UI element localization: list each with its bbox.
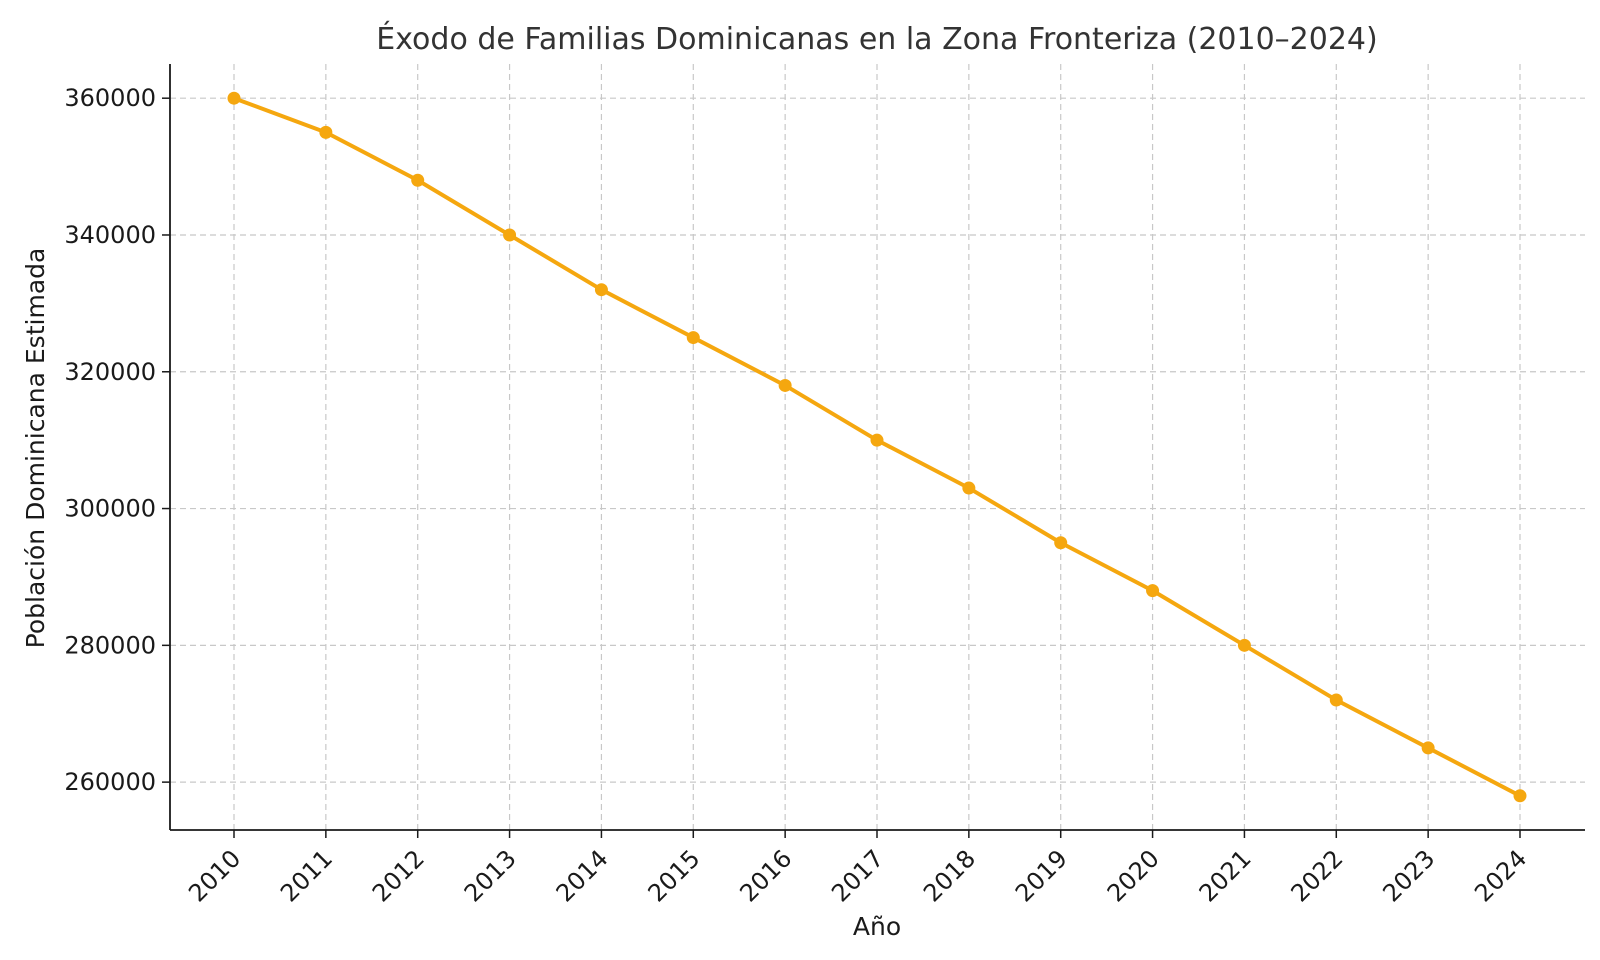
grid [170,64,1585,830]
x-tick-label: 2018 [918,844,981,907]
data-point [1054,536,1068,550]
axes: 2010 2011 2012 2013 2014 2015 2016 2017 2018 2019… [64,64,1585,907]
y-tick-label: 260000 [64,768,156,796]
x-tick-label: 2011 [275,844,338,907]
data-point [778,378,792,392]
data-point [411,173,425,187]
x-tick-label: 2013 [459,844,522,907]
x-tick-label: 2020 [1102,844,1165,907]
data-point [227,91,241,105]
y-tick-label: 360000 [64,84,156,112]
x-axis-label: Año [853,912,901,941]
x-tick-label: 2021 [1194,844,1257,907]
y-tick-label: 320000 [64,358,156,386]
y-tick-label: 340000 [64,221,156,249]
x-tick-label: 2016 [734,844,797,907]
x-tick-label: 2012 [367,844,430,907]
series-group [227,91,1527,803]
y-tick-label: 280000 [64,631,156,659]
data-point [870,433,884,447]
x-tick-label: 2010 [183,844,246,907]
x-tick-label: 2015 [643,844,706,907]
x-tick-label: 2017 [826,844,889,907]
data-point [1146,584,1160,598]
data-point [1421,741,1435,755]
x-tick-label: 2024 [1469,844,1532,907]
data-point [594,283,608,297]
x-tick-label: 2022 [1286,844,1349,907]
x-tick-label: 2023 [1377,844,1440,907]
data-point [1513,789,1527,803]
data-point [503,228,517,242]
chart-title: Éxodo de Familias Dominicanas en la Zona… [376,21,1377,57]
x-tick-label: 2014 [551,844,614,907]
data-point [1237,638,1251,652]
y-tick-label: 300000 [64,495,156,523]
data-point [686,331,700,345]
x-tick-label: 2019 [1010,844,1073,907]
data-point [319,125,333,139]
data-point [962,481,976,495]
data-point [1329,693,1343,707]
y-axis-label: Población Dominicana Estimada [21,248,50,649]
